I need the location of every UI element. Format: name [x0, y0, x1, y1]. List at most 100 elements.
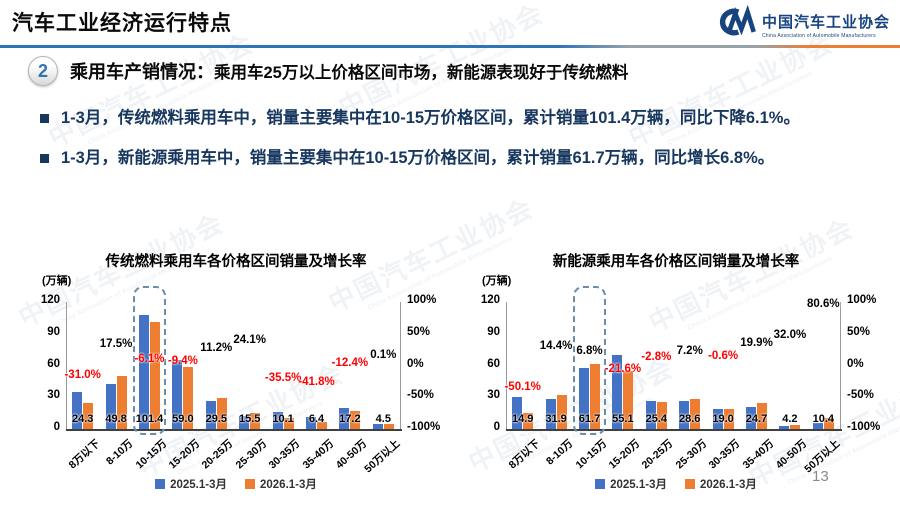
bar-series1	[306, 417, 316, 429]
x-axis-tick-label: 8万以下	[506, 437, 543, 472]
org-name-cn: 中国汽车工业协会	[761, 13, 890, 31]
secondary-y-axis-tick-label: -100%	[847, 421, 881, 433]
secondary-y-axis-tick-label: 100%	[847, 294, 877, 306]
plot-area: 120 90 60 30 0 100% 50% 0% -50% -100% 14.9 -50.1% 8万…	[462, 246, 890, 502]
growth-rate-label: 7.2%	[676, 344, 703, 357]
legend-label: 2026.1-3月	[700, 479, 757, 491]
bar-series2	[723, 408, 734, 429]
bar-value-label: 29.5	[205, 413, 227, 425]
y-axis-tick-label: 90	[47, 325, 60, 338]
y-axis-line	[506, 302, 507, 429]
bar-series1	[645, 401, 656, 429]
bar-series1	[372, 424, 383, 429]
bar-series1	[746, 407, 756, 429]
bar-value-label: 24.7	[745, 413, 768, 425]
bar-series1	[812, 422, 823, 429]
x-axis-tick-label: 25-30万	[233, 437, 270, 472]
bar-value-label: 101.4	[135, 413, 164, 425]
bar-value-label: 14.9	[511, 413, 534, 425]
bar-series2	[83, 403, 94, 429]
bar-value-label: 4.5	[375, 413, 391, 425]
bar-series1	[579, 367, 589, 429]
secondary-y-axis-line	[400, 302, 401, 429]
page-title: 汽车工业经济运行特点	[12, 12, 232, 35]
bar-series1	[139, 314, 149, 429]
y-axis-tick-label: 0	[493, 421, 500, 433]
growth-rate-label: 0.1%	[370, 349, 397, 362]
growth-rate-label: -6.1%	[134, 353, 165, 366]
section-heading: 乘用车产销情况：乘用车25万以上价格区间市场，新能源表现好于传统燃料	[70, 58, 628, 84]
bullet-text: 1-3月，新能源乘用车中，销量主要集中在10-15万价格区间，累计销量61.7万…	[61, 148, 775, 167]
secondary-y-axis-tick-label: 0%	[847, 357, 864, 370]
x-axis-tick-label: 15-20万	[606, 437, 643, 472]
growth-rate-label: -41.8%	[298, 376, 335, 389]
bar-value-label: 10.1	[272, 413, 294, 425]
bar-series2	[656, 402, 667, 429]
bar-series2	[383, 424, 394, 429]
bar-series2	[150, 321, 160, 429]
y-axis-tick-label: 60	[47, 357, 60, 370]
bar-value-label: 19.0	[712, 413, 734, 425]
secondary-y-axis-tick-label: -50%	[407, 389, 434, 402]
bar-value-label: 49.8	[105, 413, 127, 425]
highlight-box	[573, 286, 606, 435]
legend: 2025.1-3月 2026.1-3月	[462, 476, 890, 492]
bar-series1	[239, 415, 250, 429]
growth-rate-label: 80.6%	[806, 298, 840, 311]
y-axis-tick-label: 120	[40, 294, 60, 306]
bar-series2	[350, 410, 361, 429]
bar-value-label: 31.9	[545, 413, 567, 425]
growth-rate-label: 17.5%	[99, 338, 133, 351]
bar-series2	[690, 398, 701, 429]
bar-value-label: 10.4	[812, 413, 834, 425]
bar-value-label: 25.4	[645, 413, 667, 425]
growth-rate-label: -12.4%	[331, 357, 369, 370]
secondary-y-axis-tick-label: -100%	[407, 421, 441, 433]
x-axis-tick-label: 15-20万	[166, 437, 203, 472]
bar-series1	[712, 408, 723, 429]
growth-rate-label: 11.2%	[200, 342, 233, 355]
page-number: 13	[812, 468, 829, 485]
legend-item: 2026.1-3月	[245, 476, 317, 492]
growth-rate-label: 32.0%	[773, 329, 807, 342]
legend-swatch-icon	[685, 479, 695, 489]
header-divider	[0, 45, 900, 48]
growth-rate-label: 24.1%	[233, 334, 266, 347]
growth-rate-label: -0.6%	[708, 349, 739, 362]
growth-rate-label: 19.9%	[740, 336, 773, 349]
org-name-en: China Association of Automobile Manufact…	[761, 32, 876, 39]
square-bullet-icon	[40, 153, 49, 163]
chart-traditional-fuel: 传统燃料乘用车各价格区间销量及增长率 (万辆) 120 90 60 30 0 100% 50…	[22, 246, 450, 502]
bar-series2	[317, 422, 327, 429]
x-axis-line	[506, 429, 842, 431]
growth-rate-label: -50.1%	[504, 381, 541, 394]
legend-label: 2025.1-3月	[170, 479, 227, 491]
y-axis-unit-label: (万辆)	[482, 275, 512, 287]
legend-swatch-icon	[595, 479, 606, 489]
bar-value-label: 17.2	[339, 413, 361, 425]
bar-series2	[116, 376, 127, 429]
bar-value-label: 61.7	[578, 413, 601, 425]
x-axis-tick-label: 35-40万	[740, 437, 776, 472]
growth-rate-label: 14.4%	[539, 340, 573, 353]
bar-value-label: 4.2	[782, 413, 798, 425]
x-axis-tick-label: 8-10万	[544, 437, 576, 468]
chart-title: 新能源乘用车各价格区间销量及增长率	[552, 254, 800, 270]
legend-item: 2026.1-3月	[685, 476, 757, 492]
section-heading-rest: 乘用车25万以上价格区间市场，新能源表现好于传统燃料	[214, 64, 629, 82]
bullet-text: 1-3月，传统燃料乘用车中，销量主要集中在10-15万价格区间，累计销量101.…	[61, 109, 800, 127]
bar-series2	[556, 395, 567, 429]
bullet-item: 1-3月，新能源乘用车中，销量主要集中在10-15万价格区间，累计销量61.7万…	[40, 146, 870, 172]
secondary-y-axis-tick-label: 50%	[847, 325, 871, 338]
secondary-y-axis-tick-label: 50%	[407, 325, 431, 338]
y-axis-unit-label: (万辆)	[42, 275, 72, 287]
bar-series1	[545, 399, 556, 429]
plot-area: 120 90 60 30 0 100% 50% 0% -50% -100% 24.3 -31.0% 8万…	[22, 246, 450, 502]
legend-label: 2025.1-3月	[610, 479, 667, 491]
x-axis-tick-label: 30-35万	[706, 437, 743, 472]
secondary-y-axis-tick-label: 0%	[407, 357, 424, 370]
bar-series1	[172, 360, 183, 429]
bar-series2	[790, 424, 801, 429]
bar-value-label: 55.1	[612, 413, 634, 425]
